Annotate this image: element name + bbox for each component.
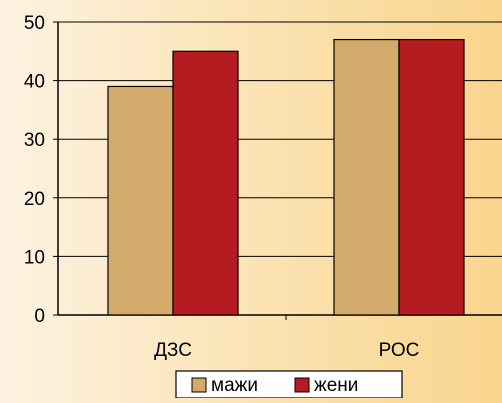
y-tick-label-40: 40	[24, 72, 45, 93]
legend-box	[175, 370, 403, 399]
y-tick-label-20: 20	[24, 189, 45, 210]
y-tick-label-50: 50	[24, 13, 45, 34]
bar-жени-ДЗС	[172, 50, 239, 316]
legend-label-мажи: мажи	[211, 375, 258, 396]
bar-жени-РОС	[398, 38, 465, 316]
y-tick-label-10: 10	[24, 247, 45, 268]
x-tick-label-ДЗС: ДЗС	[154, 340, 192, 361]
y-tick-label-30: 30	[24, 130, 45, 151]
x-tick-label-РОС: РОС	[379, 340, 420, 361]
bar-мажи-ДЗС	[107, 85, 174, 316]
legend-swatch-жени	[294, 377, 310, 393]
bar-мажи-РОС	[333, 38, 400, 316]
y-tick-label-0: 0	[34, 306, 45, 327]
legend-label-жени: жени	[314, 375, 358, 396]
legend-swatch-мажи	[191, 377, 207, 393]
